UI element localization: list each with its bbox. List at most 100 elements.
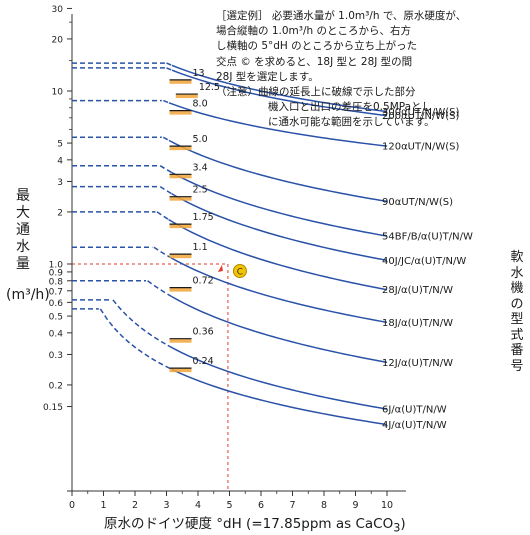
marker-hatch xyxy=(169,174,192,179)
note-line: 機入口と出口の差圧を0.5MPaとし xyxy=(268,101,433,114)
series-name: 4J/α(U)T/N/W xyxy=(382,420,447,431)
marker-hatch xyxy=(169,110,192,115)
x-tick-label: 8 xyxy=(321,500,327,511)
marker-value: 2.5 xyxy=(193,185,208,196)
series-dash-curve xyxy=(163,99,170,104)
y-tick-label: 0.4 xyxy=(49,329,64,339)
series-curve xyxy=(171,257,388,324)
selection-example-note: ［選定例］ 必要通水量が 1.0m³/h で、原水硬度が、 場合縦軸の 1.0m… xyxy=(216,9,530,145)
series-curve xyxy=(171,64,388,113)
y-axis-title-char: 量 xyxy=(16,256,30,272)
x-tick-label: 3 xyxy=(163,500,169,511)
marker-hatch xyxy=(169,224,192,229)
marker-hatch xyxy=(169,287,192,292)
x-tick-label: 5 xyxy=(226,500,232,511)
x-axis-title-tail: ) xyxy=(400,516,406,532)
y-tick-label: 0.8 xyxy=(49,277,64,287)
model-number-label-char: 軟 xyxy=(510,250,524,265)
marker-value: 1.1 xyxy=(193,242,208,253)
x-tick-label: 1 xyxy=(100,500,106,511)
series-name: 54BF/B/α(U)T/N/W xyxy=(382,232,473,243)
example-point-label: C xyxy=(237,268,243,278)
marker-hatch xyxy=(175,94,198,99)
model-number-label-char: 型 xyxy=(510,312,524,327)
y-tick-label: 1.0 xyxy=(49,261,64,271)
note-line: に通水可能な範囲を示しています。 xyxy=(268,116,435,129)
y-tick-label: 0.2 xyxy=(49,381,63,391)
y-tick-label: 0.9 xyxy=(49,268,64,278)
x-axis-title: 原水のドイツ硬度 °dH (=17.85ppm as CaCO xyxy=(104,516,394,532)
y-tick-label: 0.15 xyxy=(43,403,63,413)
series-curve xyxy=(171,295,388,364)
marker-value: 13 xyxy=(193,68,205,79)
model-number-label-char: の xyxy=(510,296,524,312)
x-tick-label: 0 xyxy=(69,500,75,511)
marker-value: 0.36 xyxy=(193,327,214,338)
series-curve xyxy=(168,139,388,203)
series-name: 18J/α(U)T/N/W xyxy=(382,318,453,329)
x-tick-label: 2 xyxy=(132,500,138,511)
marker-hatch xyxy=(169,146,192,151)
x-tick-label: 10 xyxy=(381,500,393,511)
y-axis-title-char: 大 xyxy=(16,205,30,221)
note-line: 交点 © を求めると、18J 型と 28J 型の間 xyxy=(216,55,413,68)
model-number-label-char: 式 xyxy=(510,327,524,343)
series-dash-curve xyxy=(166,67,173,71)
marker-value: 8.0 xyxy=(193,99,208,110)
series-name: 40J/JC/α(U)T/N/W xyxy=(382,256,466,267)
series-name: 12J/α(U)T/N/W xyxy=(382,358,453,369)
marker-value: 1.75 xyxy=(193,212,214,223)
marker-value: 0.24 xyxy=(193,356,214,367)
marker-value: 5.0 xyxy=(193,134,208,145)
marker-hatch xyxy=(169,79,192,84)
series-curve xyxy=(171,192,388,262)
label-layer: 13 300αUT/N/W(S) 12.5 200αUT/N/W(S) 8.0 120αU… xyxy=(193,68,473,431)
marker-value: 0.72 xyxy=(193,276,214,287)
x-axis-label: 原水のドイツ硬度 °dH (=17.85ppm as CaCO3) xyxy=(104,512,406,535)
model-number-label-char: 機 xyxy=(510,281,524,296)
y-tick-label: 10 xyxy=(52,88,64,98)
series-dash-curve xyxy=(112,299,169,347)
series-layer xyxy=(72,62,388,426)
y-tick-label: 4 xyxy=(57,156,63,166)
marker-value: 3.4 xyxy=(193,162,208,173)
marker-hatch xyxy=(169,254,192,259)
series-dash-curve xyxy=(162,136,170,142)
y-tick-label: 20 xyxy=(52,35,64,45)
x-axis-title-sub: 3 xyxy=(393,521,401,535)
marker-hatch xyxy=(169,338,192,343)
series-name: 6J/α(U)T/N/W xyxy=(382,405,447,416)
y-axis-label: 最大通水量 (m³/h) xyxy=(6,188,50,304)
series-dash-curve xyxy=(147,280,172,298)
x-tick-label: 7 xyxy=(289,500,295,511)
series-dash-curve xyxy=(99,308,173,371)
series-name: 200αUT/N/W(S) xyxy=(382,111,459,122)
series-curve xyxy=(167,344,388,410)
series-name: 120αUT/N/W(S) xyxy=(382,142,459,153)
model-number-label-char: 号 xyxy=(510,358,524,374)
note-line: （注意）曲線の延長上に破線で示した部分 xyxy=(216,86,416,99)
note-line: 場合縦軸の 1.0m³/h のところから、右方 xyxy=(216,25,412,38)
y-tick-label: 30 xyxy=(52,5,64,15)
y-tick-label: 0.5 xyxy=(49,313,63,323)
y-axis-title: 最大通水量 xyxy=(6,188,40,273)
y-axis-title-char: 最 xyxy=(16,188,30,204)
series-dash-curve xyxy=(156,211,169,221)
y-tick-label: 0.3 xyxy=(49,351,63,361)
axis-layer: 30201054321.00.90.80.70.60.50.40.30.20.1… xyxy=(43,5,406,511)
grid-layer xyxy=(72,263,229,491)
arrow-icon xyxy=(217,265,223,272)
series-curve xyxy=(168,102,388,147)
series-dash-curve xyxy=(153,246,172,259)
note-line: し横軸の 5°dH のところから立ち上がった xyxy=(216,40,418,53)
note-line: 28J 型を選定します。 xyxy=(216,70,319,83)
x-tick-label: 6 xyxy=(258,500,264,511)
series-name: 28J/α(U)T/N/W xyxy=(382,285,453,296)
x-tick-label: 9 xyxy=(352,500,358,511)
y-tick-label: 0.7 xyxy=(49,287,63,297)
marker-value: 12.5 xyxy=(199,82,220,93)
series-curve xyxy=(171,171,388,237)
note-line: ［選定例］ 必要通水量が 1.0m³/h で、原水硬度が、 xyxy=(216,10,467,22)
y-tick-label: 5 xyxy=(57,140,63,150)
